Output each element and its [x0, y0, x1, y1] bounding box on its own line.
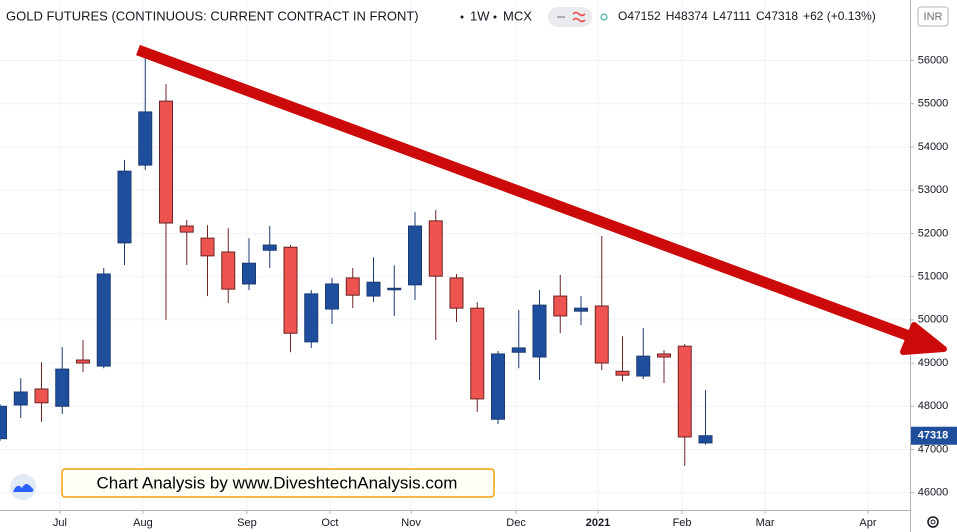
- currency-box[interactable]: [917, 6, 949, 27]
- candle-body: [428, 220, 443, 277]
- candle-body: [532, 304, 547, 358]
- ohlc-value: O47152: [618, 9, 661, 23]
- y-tick-label: 56000: [918, 54, 949, 66]
- candle-body: [262, 244, 277, 251]
- candle-body: [325, 283, 340, 310]
- candle-body: [366, 281, 381, 297]
- candle-body: [345, 277, 360, 296]
- last-price-tag: [911, 426, 957, 445]
- pill-wave: [572, 11, 586, 23]
- candle-body: [677, 345, 692, 438]
- x-tick-label: 2021: [586, 517, 610, 529]
- candles: [0, 50, 713, 466]
- x-tick-label: Aug: [133, 517, 153, 529]
- candle-body: [574, 307, 589, 312]
- x-tick-label: Dec: [506, 517, 526, 529]
- ohlc-value: L47111: [713, 9, 752, 23]
- candle-body: [221, 251, 236, 290]
- interval: 1W: [470, 8, 490, 23]
- status-icon: [600, 13, 608, 21]
- y-tick-label: 51000: [918, 271, 949, 283]
- y-tick-label: 54000: [918, 141, 949, 153]
- x-tick-label: Oct: [321, 517, 338, 529]
- candle-body: [615, 370, 630, 376]
- y-tick-label: 55000: [918, 98, 949, 110]
- separator-dot: [460, 15, 464, 19]
- candle-body: [698, 435, 713, 444]
- y-tick-label: 47000: [918, 443, 949, 455]
- change: +62 (+0.13%): [803, 9, 876, 23]
- y-tick-label: 48000: [918, 400, 949, 412]
- x-tick-label: Apr: [859, 517, 876, 529]
- last-price-label: 47318: [918, 430, 949, 442]
- x-tick-label: Sep: [237, 517, 257, 529]
- header: GOLD FUTURES (CONTINUOUS: CURRENT CONTRA…: [6, 6, 949, 27]
- ohlc-value: C47318: [756, 9, 798, 23]
- candle-body: [96, 273, 111, 367]
- candle-body: [470, 307, 485, 400]
- candle-body: [179, 225, 194, 233]
- candle-body: [657, 353, 672, 358]
- arrow-head: [900, 322, 947, 355]
- candle-body: [553, 295, 568, 317]
- candle-body: [76, 359, 91, 364]
- candle-body: [242, 262, 257, 285]
- symbol-title: GOLD FUTURES (CONTINUOUS: CURRENT CONTRA…: [6, 8, 419, 23]
- candle-body: [449, 277, 464, 309]
- logo: [10, 474, 36, 500]
- candle-body: [13, 391, 28, 406]
- candle-body: [408, 225, 423, 286]
- candle-body: [34, 388, 49, 404]
- exchange: MCX: [503, 8, 532, 23]
- x-tick-label: Nov: [401, 517, 421, 529]
- annotation-text: Chart Analysis by www.DiveshtechAnalysis…: [97, 473, 458, 492]
- trend-arrow: [136, 44, 947, 355]
- candle-body: [511, 347, 526, 353]
- candle-body: [491, 353, 506, 420]
- separator-dot: [493, 15, 497, 19]
- gear-center: [930, 519, 936, 525]
- candle-body: [594, 305, 609, 364]
- candle-body: [636, 355, 651, 377]
- y-tick-label: 49000: [918, 357, 949, 369]
- x-tick-label: Feb: [673, 517, 692, 529]
- candle-body: [0, 405, 7, 440]
- candle-body: [283, 246, 298, 334]
- trend-line: [136, 44, 914, 343]
- y-tick-label: 53000: [918, 184, 949, 196]
- candle-body: [159, 100, 174, 224]
- ohlc: O47152 H48374 L47111 C47318 +62 (+0.13%): [618, 9, 876, 23]
- candle-body: [200, 237, 215, 257]
- gear[interactable]: [927, 516, 939, 528]
- candle-body: [387, 287, 402, 291]
- indicator-pill[interactable]: [548, 7, 592, 27]
- candle-body: [138, 111, 153, 166]
- ohlc-value: H48374: [666, 9, 708, 23]
- logo-cloud: [13, 484, 34, 492]
- y-tick-label: 52000: [918, 227, 949, 239]
- candle-body: [55, 368, 70, 407]
- y-tick-label: 50000: [918, 314, 949, 326]
- candle-body: [117, 170, 132, 244]
- annotation-box: [61, 468, 495, 498]
- candle-body: [304, 293, 319, 343]
- y-tick-label: 46000: [918, 487, 949, 499]
- x-tick-label: Jul: [53, 517, 67, 529]
- x-tick-label: Mar: [756, 517, 775, 529]
- annotation: Chart Analysis by www.DiveshtechAnalysis…: [61, 468, 495, 498]
- settings-icon[interactable]: [927, 516, 939, 528]
- currency: INR: [924, 11, 943, 23]
